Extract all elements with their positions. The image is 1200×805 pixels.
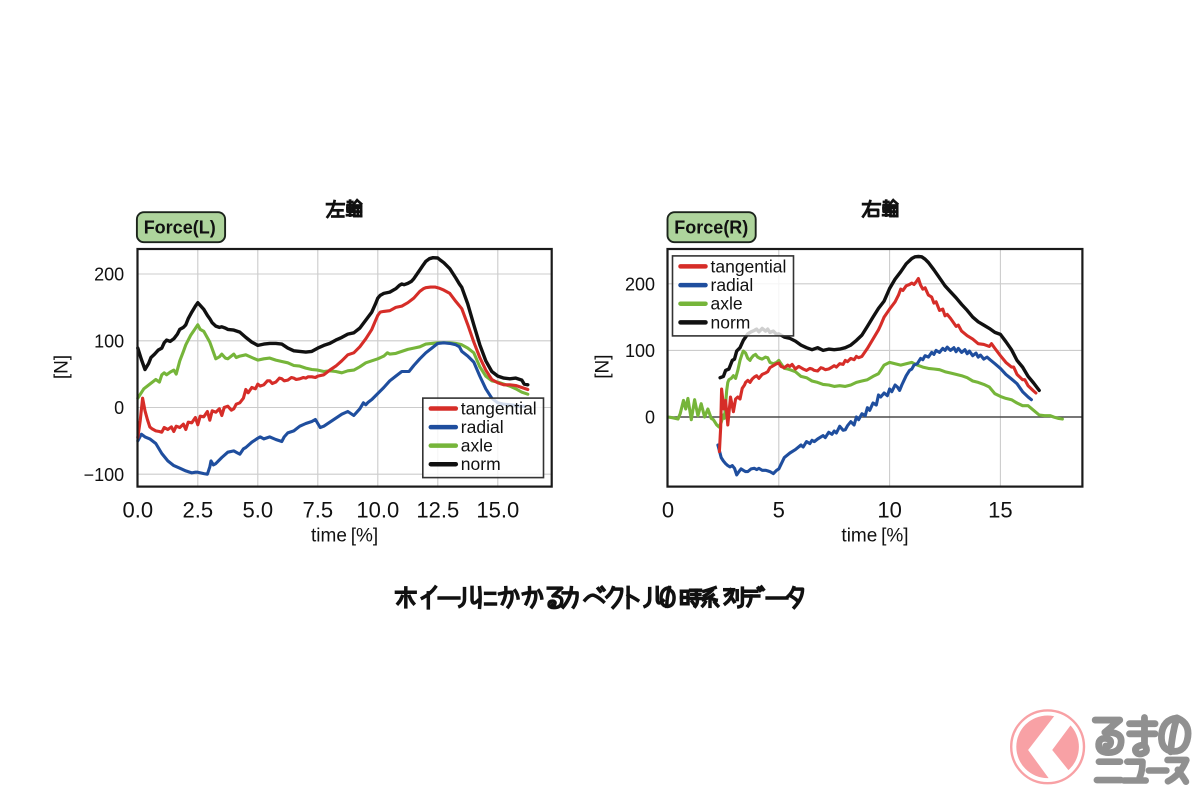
svg-text:norm: norm: [461, 454, 501, 474]
svg-text:tangential: tangential: [711, 256, 787, 276]
svg-text:[N]: [N]: [52, 355, 73, 379]
svg-text:axle: axle: [711, 294, 743, 314]
svg-text:200: 200: [94, 265, 124, 285]
svg-text:0.0: 0.0: [123, 497, 154, 522]
svg-text:7.5: 7.5: [303, 497, 334, 522]
svg-text:10.0: 10.0: [356, 497, 399, 522]
svg-text:radial: radial: [461, 417, 504, 437]
svg-text:100: 100: [625, 341, 655, 361]
svg-text:axle: axle: [461, 436, 493, 456]
svg-text:5.0: 5.0: [243, 497, 274, 522]
svg-text:15: 15: [988, 497, 1012, 522]
svg-text:Force(L): Force(L): [144, 218, 216, 238]
svg-text:5: 5: [773, 497, 785, 522]
svg-text:200: 200: [625, 274, 655, 294]
svg-text:time [%]: time [%]: [311, 526, 378, 547]
svg-text:0: 0: [662, 497, 674, 522]
svg-text:−100: −100: [84, 465, 125, 485]
svg-text:norm: norm: [711, 312, 751, 332]
svg-text:radial: radial: [711, 275, 754, 295]
svg-text:100: 100: [94, 331, 124, 351]
svg-text:12.5: 12.5: [416, 497, 459, 522]
svg-text:0: 0: [114, 398, 124, 418]
svg-text:10: 10: [877, 497, 901, 522]
svg-text:Force(R): Force(R): [674, 218, 748, 238]
svg-text:time [%]: time [%]: [841, 526, 908, 547]
svg-text:tangential: tangential: [461, 399, 537, 419]
svg-text:2.5: 2.5: [183, 497, 214, 522]
svg-text:0: 0: [645, 408, 655, 428]
svg-text:[N]: [N]: [593, 354, 614, 378]
svg-text:15.0: 15.0: [476, 497, 519, 522]
